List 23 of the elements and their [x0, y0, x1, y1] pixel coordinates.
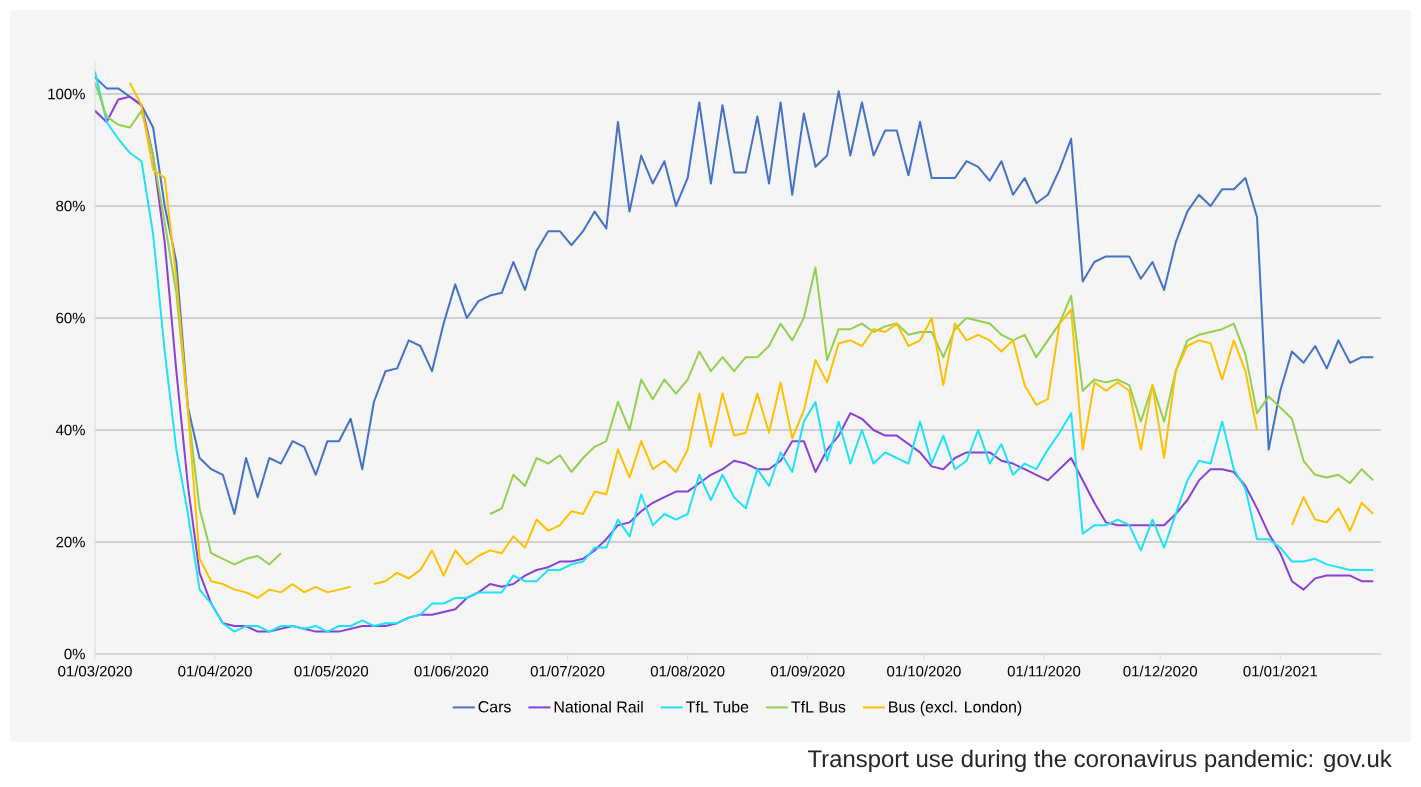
y-tick-label: 100% [48, 88, 85, 100]
x-tick-label: 01/01/2021 [1243, 665, 1317, 677]
y-tick-label: 0% [64, 648, 85, 660]
legend-label: Cars [478, 701, 511, 713]
y-tick-label: 60% [56, 312, 85, 324]
y-tick-label: 40% [55, 424, 85, 436]
x-tick-label: 01/06/2020 [414, 665, 489, 677]
x-tick-label: 01/12/2020 [1123, 665, 1198, 677]
legend-label: National Rail [554, 700, 643, 713]
y-tick-label: 20% [56, 536, 85, 548]
x-tick-label: 01/04/2020 [178, 665, 252, 677]
x-tick-label: 01/03/2020 [58, 665, 132, 677]
x-tick-label: 01/09/2020 [770, 665, 845, 677]
legend-label: TfL Bus [791, 700, 846, 713]
x-tick-label: 01/11/2020 [1007, 665, 1081, 677]
x-tick-label: 01/08/2020 [650, 665, 725, 677]
legend-label: Bus (excl. London) [889, 700, 1022, 716]
y-tick-label: 80% [56, 200, 85, 212]
x-tick-label: 01/10/2020 [887, 665, 961, 677]
x-tick-label: 01/07/2020 [530, 665, 605, 677]
legend-label: TfL Tube [686, 700, 749, 713]
text: Transport use during the coronavirus pandemic: gov.uk [808, 749, 1392, 772]
x-tick-label: 01/05/2020 [294, 665, 369, 677]
